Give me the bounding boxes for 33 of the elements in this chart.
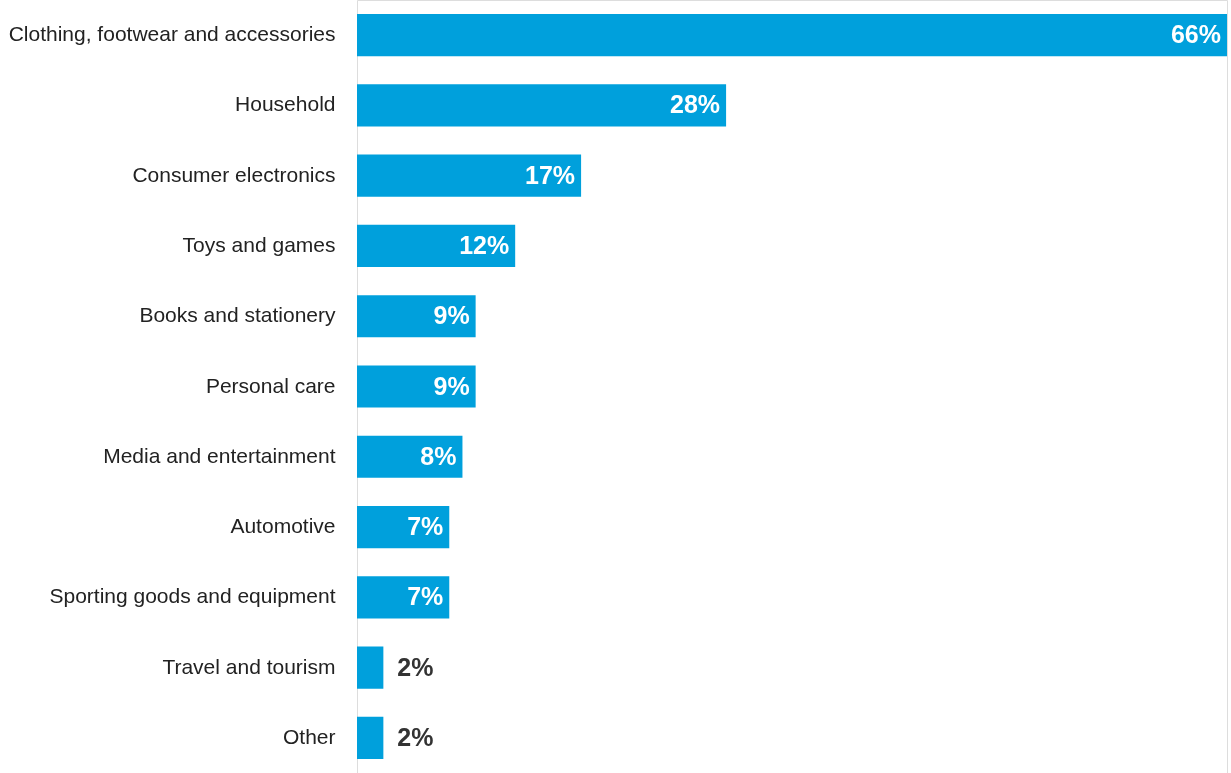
bar xyxy=(357,154,582,197)
bar xyxy=(357,224,516,268)
y-tick-label: Consumer electronics xyxy=(132,162,336,186)
y-tick-label: Sporting goods and equipment xyxy=(49,584,336,608)
bar xyxy=(357,295,476,338)
y-tick-label: Automotive xyxy=(230,514,336,538)
data-label: 8% xyxy=(420,441,457,470)
bar xyxy=(357,646,384,689)
data-label: 9% xyxy=(433,371,470,400)
bar xyxy=(357,365,476,408)
data-label: 7% xyxy=(407,512,444,541)
bar xyxy=(357,84,727,127)
y-tick-label: Media and entertainment xyxy=(103,443,336,467)
data-label: 17% xyxy=(525,160,576,189)
y-tick-label: Travel and tourism xyxy=(162,654,336,678)
data-label: 2% xyxy=(397,652,434,681)
bar xyxy=(357,435,463,478)
bar xyxy=(357,576,450,619)
bar xyxy=(357,14,1227,57)
y-tick-label: Clothing, footwear and accessories xyxy=(8,22,336,46)
bar xyxy=(357,716,384,759)
y-tick-label: Personal care xyxy=(205,373,336,397)
data-label: 66% xyxy=(1170,20,1221,49)
data-label: 9% xyxy=(433,301,470,330)
data-label: 7% xyxy=(407,582,444,611)
data-label: 28% xyxy=(670,90,721,119)
bar xyxy=(357,505,450,549)
y-tick-label: Toys and games xyxy=(182,232,336,256)
y-tick-label: Other xyxy=(282,724,336,748)
data-label: 2% xyxy=(397,722,434,751)
data-label: 12% xyxy=(459,230,510,259)
y-tick-label: Books and stationery xyxy=(139,303,336,327)
y-tick-label: Household xyxy=(235,92,336,116)
